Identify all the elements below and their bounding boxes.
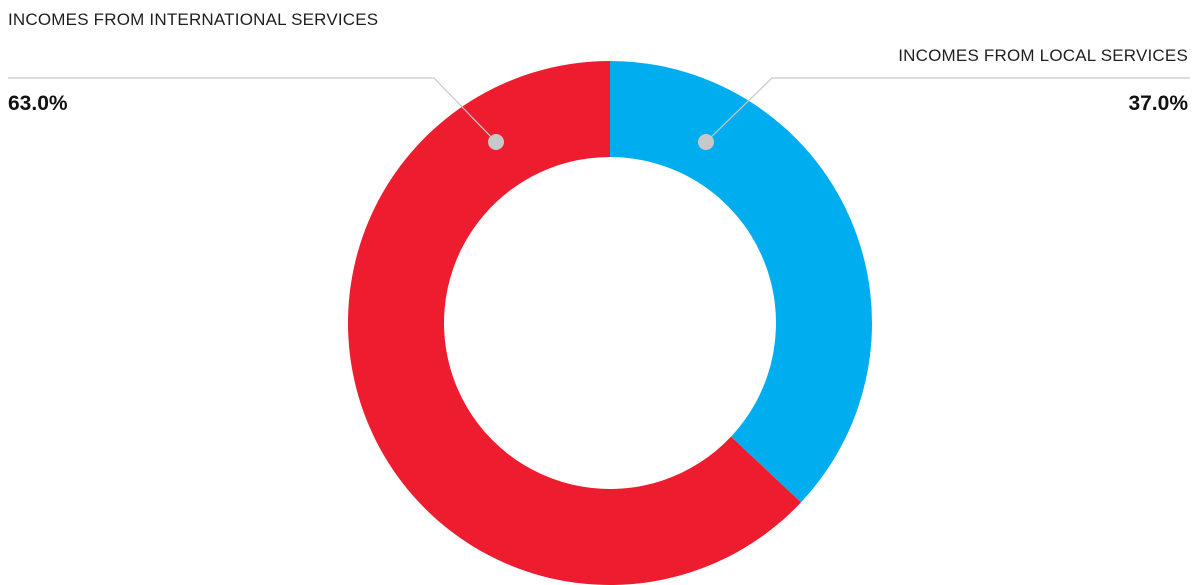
slice-1 bbox=[348, 61, 801, 585]
slice-label-local: INCOMES FROM LOCAL SERVICES bbox=[898, 46, 1188, 65]
callout-leaders bbox=[8, 77, 1190, 150]
donut-slices bbox=[348, 61, 873, 585]
slice-value-local: 37.0% bbox=[1128, 92, 1188, 115]
leader-local bbox=[705, 77, 1190, 143]
slice-0 bbox=[610, 61, 873, 503]
leader-local-marker bbox=[698, 134, 714, 150]
slice-value-international: 63.0% bbox=[8, 92, 68, 115]
leader-international-marker bbox=[488, 134, 504, 150]
leader-international bbox=[8, 77, 497, 143]
slice-label-international: INCOMES FROM INTERNATIONAL SERVICES bbox=[8, 10, 379, 29]
